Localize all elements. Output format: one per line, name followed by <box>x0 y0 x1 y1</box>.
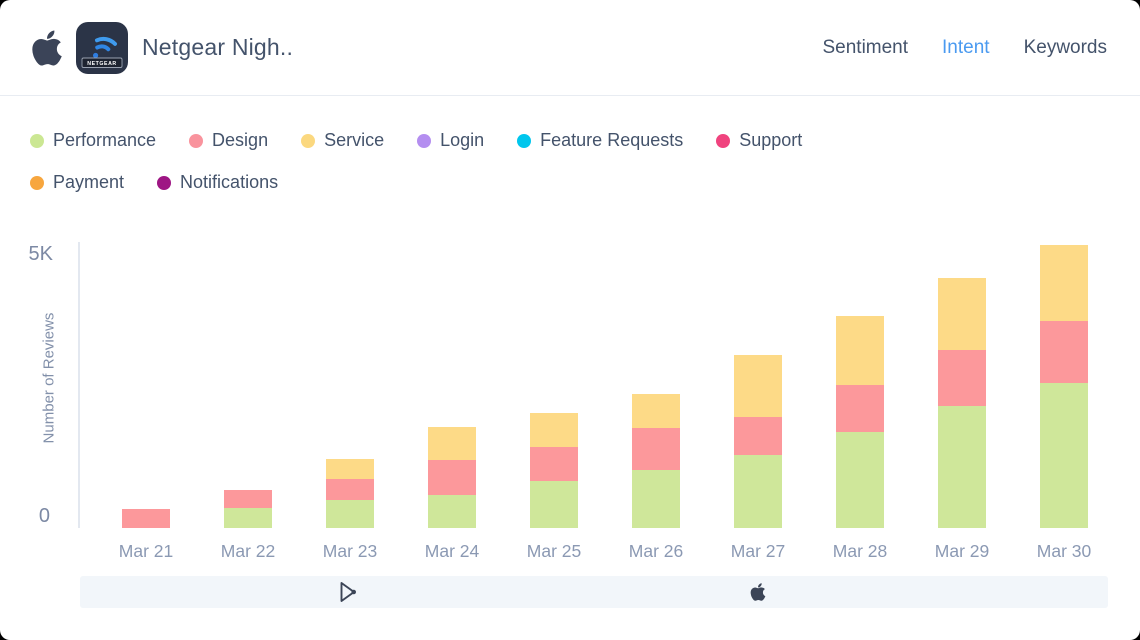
bar-mar-26[interactable] <box>605 255 707 528</box>
bar-segment-design[interactable] <box>1040 321 1088 384</box>
legend-dot <box>189 133 204 148</box>
bars <box>95 244 1115 528</box>
legend-label: Feature Requests <box>540 130 684 150</box>
google-play-icon <box>338 581 359 604</box>
x-axis-label: Mar 26 <box>628 541 684 561</box>
bar-segment-design[interactable] <box>734 416 782 455</box>
bar-segment-performance[interactable] <box>1040 383 1088 528</box>
bar-segment-service[interactable] <box>1040 244 1088 322</box>
bar-segment-service[interactable] <box>632 394 680 429</box>
legend-item-payment[interactable]: Payment <box>30 172 124 193</box>
y-axis-title: Number of Reviews <box>40 312 58 444</box>
x-axis-label: Mar 29 <box>934 541 990 561</box>
netgear-wordmark: NETGEAR <box>87 61 117 67</box>
bar-mar-28[interactable] <box>809 255 911 528</box>
legend-item-performance[interactable]: Performance <box>30 130 156 151</box>
bar-segment-design[interactable] <box>836 384 884 432</box>
bar-segment-performance[interactable] <box>734 454 782 528</box>
tab-intent[interactable]: Intent <box>942 36 990 58</box>
x-axis-labels: Mar 21 Mar 22 Mar 23 Mar 24 Mar 25 Mar 26 Mar … <box>95 541 1115 562</box>
bar-segment-service[interactable] <box>734 354 782 417</box>
legend-label: Performance <box>53 130 157 150</box>
legend-item-service[interactable]: Service <box>301 130 384 151</box>
apple-store-icon <box>30 26 64 70</box>
legend-dot <box>30 133 44 148</box>
header: NETGEAR Netgear Nigh.. Sentiment Intent Ke… <box>0 0 1140 96</box>
bar-mar-22[interactable] <box>197 255 299 528</box>
y-axis-tick-max: 5K <box>28 243 53 265</box>
bar-mar-24[interactable] <box>401 255 503 528</box>
bar-mar-27[interactable] <box>707 255 809 528</box>
legend-label: Support <box>739 130 803 150</box>
bar-segment-design[interactable] <box>632 428 680 470</box>
bar-segment-service[interactable] <box>326 459 374 480</box>
legend-item-login[interactable]: Login <box>417 130 484 151</box>
legend-dot <box>716 133 731 148</box>
legend-label: Service <box>324 130 385 150</box>
x-axis-label: Mar 22 <box>220 541 276 561</box>
bar-segment-design[interactable] <box>530 446 578 481</box>
bar-segment-performance[interactable] <box>938 406 986 528</box>
bar-segment-design[interactable] <box>224 489 272 509</box>
legend-dot <box>517 133 532 148</box>
bar-segment-service[interactable] <box>530 412 578 447</box>
bar-mar-30[interactable] <box>1013 244 1115 528</box>
tab-keywords[interactable]: Keywords <box>1023 36 1107 58</box>
bar-mar-25[interactable] <box>503 255 605 528</box>
bar-segment-service[interactable] <box>836 315 884 385</box>
x-axis-label: Mar 30 <box>1036 541 1092 561</box>
legend-item-support[interactable]: Support <box>716 130 802 151</box>
apple-icon <box>750 582 766 602</box>
legend-item-notifications[interactable]: Notifications <box>157 172 278 193</box>
source-strip <box>80 576 1108 608</box>
legend-label: Notifications <box>180 172 279 192</box>
bar-segment-performance[interactable] <box>428 494 476 528</box>
tab-sentiment[interactable]: Sentiment <box>822 36 909 58</box>
bar-segment-service[interactable] <box>938 277 986 351</box>
tab-nav: Sentiment Intent Keywords <box>822 37 1107 59</box>
page-title: Netgear Nigh.. <box>142 34 294 60</box>
bar-segment-design[interactable] <box>326 479 374 500</box>
legend-label: Login <box>440 130 485 150</box>
legend-item-design[interactable]: Design <box>189 130 268 151</box>
bar-mar-23[interactable] <box>299 255 401 528</box>
bar-segment-performance[interactable] <box>530 480 578 528</box>
bar-segment-performance[interactable] <box>326 499 374 528</box>
legend-dot <box>157 175 172 190</box>
bar-segment-design[interactable] <box>938 350 986 407</box>
bar-segment-performance[interactable] <box>224 508 272 528</box>
netgear-app-icon: NETGEAR <box>76 21 128 74</box>
legend-label: Design <box>212 130 269 150</box>
legend-item-feature-requests[interactable]: Feature Requests <box>517 130 683 151</box>
x-axis-label: Mar 23 <box>322 541 378 561</box>
chart-legend: Performance Design Service Login Feature Req… <box>30 130 830 193</box>
x-axis-label: Mar 24 <box>424 541 480 561</box>
legend-dot <box>301 133 316 148</box>
bar-segment-design[interactable] <box>122 508 170 528</box>
y-axis-line <box>78 242 80 528</box>
x-axis-label: Mar 28 <box>832 541 888 561</box>
legend-dot <box>30 175 44 190</box>
x-axis-label: Mar 25 <box>526 541 582 561</box>
bar-segment-design[interactable] <box>428 459 476 495</box>
legend-dot <box>417 133 432 148</box>
bar-mar-21[interactable] <box>95 255 197 528</box>
y-axis-tick-min: 0 <box>38 505 50 527</box>
bar-segment-service[interactable] <box>428 426 476 460</box>
bar-mar-29[interactable] <box>911 255 1013 528</box>
legend-label: Payment <box>53 172 125 192</box>
x-axis-label: Mar 27 <box>730 541 786 561</box>
bar-segment-performance[interactable] <box>836 431 884 528</box>
bar-segment-performance[interactable] <box>632 469 680 528</box>
x-axis-label: Mar 21 <box>118 541 174 561</box>
